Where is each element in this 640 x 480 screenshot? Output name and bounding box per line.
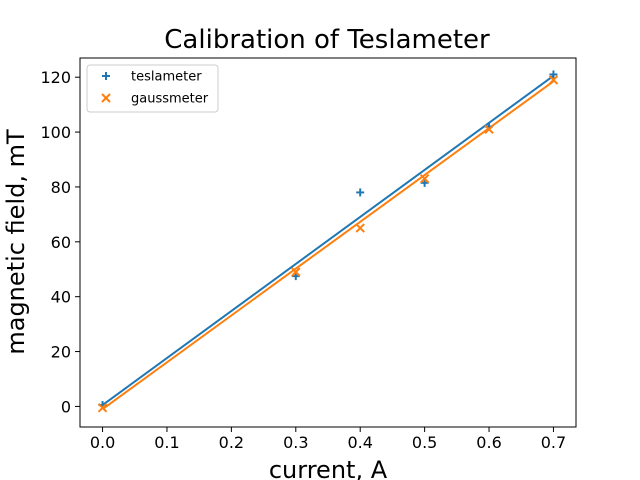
gaussmeter-point xyxy=(291,267,301,277)
teslameter-point xyxy=(549,70,558,79)
chart-title: Calibration of Teslameter xyxy=(164,25,490,55)
gaussmeter-point xyxy=(97,403,108,413)
plot-frame xyxy=(79,57,577,428)
legend-box xyxy=(86,64,219,113)
x-axis-label: current, A xyxy=(269,456,388,480)
teslameter-point xyxy=(291,272,300,281)
gaussmeter-point xyxy=(484,124,494,135)
y-tick-label: 80 xyxy=(51,178,71,197)
y-tick-label: 0 xyxy=(61,397,71,416)
gaussmeter-fit-line xyxy=(101,80,555,410)
legend-label-gaussmeter: gaussmeter xyxy=(131,92,209,107)
x-axis: 0.0 0.1 0.2 0.3 0.4 0.5 0.6 0.7 xyxy=(90,427,566,452)
x-tick-label: 0.2 xyxy=(219,433,244,452)
legend-label-teslameter: teslameter xyxy=(131,70,202,85)
teslameter-fit-line xyxy=(101,75,555,406)
gaussmeter-point xyxy=(419,174,430,184)
x-tick-label: 0.0 xyxy=(90,433,115,452)
teslameter-point xyxy=(356,188,365,197)
y-tick-label: 40 xyxy=(51,288,71,307)
x-tick-label: 0.5 xyxy=(412,433,437,452)
y-axis: 0 20 40 60 80 100 120 xyxy=(40,68,80,416)
y-tick-label: 120 xyxy=(40,68,71,87)
gaussmeter-point xyxy=(548,75,559,85)
teslameter-point xyxy=(420,178,429,187)
x-tick-label: 0.6 xyxy=(476,433,501,452)
y-tick-label: 100 xyxy=(40,123,71,142)
x-tick-label: 0.7 xyxy=(541,433,566,452)
gaussmeter-point xyxy=(355,223,365,233)
fit-lines xyxy=(101,75,555,410)
y-tick-label: 20 xyxy=(51,343,71,362)
x-tick-label: 0.3 xyxy=(283,433,308,452)
teslameter-legend-marker xyxy=(102,72,110,80)
y-axis-label: magnetic field, mT xyxy=(2,129,30,355)
x-tick-label: 0.4 xyxy=(347,433,372,452)
gaussmeter-legend-marker xyxy=(101,93,111,103)
x-tick-label: 0.1 xyxy=(154,433,179,452)
y-tick-label: 60 xyxy=(51,233,71,252)
data-markers xyxy=(97,70,559,413)
legend: teslameter gaussmeter xyxy=(86,64,219,113)
